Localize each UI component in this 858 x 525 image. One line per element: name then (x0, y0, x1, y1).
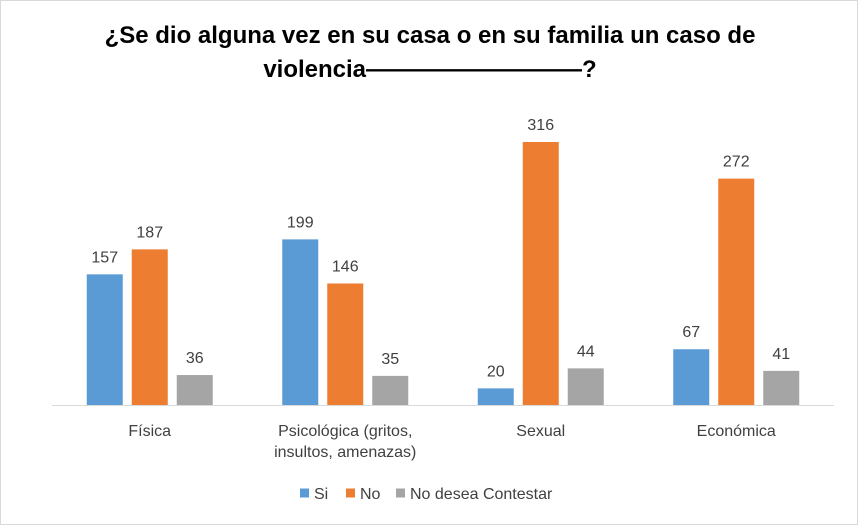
legend-label-0: Si (314, 486, 328, 503)
data-label-2-0: 20 (487, 363, 505, 380)
bar-2-2 (567, 368, 604, 405)
data-label-3-1: 272 (723, 154, 750, 171)
bar-1-2 (372, 375, 409, 405)
legend-swatch-0 (300, 488, 309, 498)
value-labels-layer: 157 187 36 199 146 35 20 316 44 67 272 41 (91, 117, 790, 380)
data-label-0-1: 187 (136, 224, 163, 241)
bar-0-0 (86, 274, 123, 405)
category-label-0-0: Física (128, 423, 171, 440)
bar-2-1 (522, 142, 559, 405)
category-label-1-1: insultos, amenazas) (274, 444, 416, 461)
bar-1-0 (282, 239, 319, 405)
chart-title: ¿Se dio alguna vez en su casa o en su fa… (41, 19, 819, 87)
data-label-1-1: 146 (332, 258, 359, 275)
data-label-0-2: 36 (186, 350, 204, 367)
bar-3-2 (763, 370, 800, 405)
bar-3-0 (673, 349, 710, 405)
legend: Si No No desea Contestar (300, 486, 553, 503)
category-labels-layer: Física Psicológica (gritos, insultos, amen… (128, 423, 776, 461)
legend-label-2: No desea Contestar (410, 486, 553, 503)
bars-layer (86, 142, 800, 405)
bar-3-1 (718, 178, 755, 405)
chart-title-line-2: violencia—————————? (263, 56, 597, 83)
data-label-0-0: 157 (91, 249, 118, 266)
bar-1-1 (327, 283, 364, 405)
legend-swatch-1 (346, 488, 355, 498)
bar-2-0 (477, 388, 514, 405)
category-label-1-0: Psicológica (gritos, (278, 423, 412, 440)
data-label-1-2: 35 (381, 351, 399, 368)
data-label-3-2: 41 (772, 346, 790, 363)
legend-swatch-2 (396, 488, 405, 498)
legend-label-1: No (360, 486, 381, 503)
chart-title-line-1: ¿Se dio alguna vez en su casa o en su fa… (104, 22, 756, 49)
bar-0-1 (131, 249, 168, 405)
category-label-3-0: Económica (697, 423, 776, 440)
data-label-1-0: 199 (287, 214, 314, 231)
data-label-2-2: 44 (577, 343, 595, 360)
data-label-3-0: 67 (682, 324, 700, 341)
data-label-2-1: 316 (527, 117, 554, 134)
bar-0-2 (176, 375, 213, 405)
category-label-2-0: Sexual (516, 423, 565, 440)
